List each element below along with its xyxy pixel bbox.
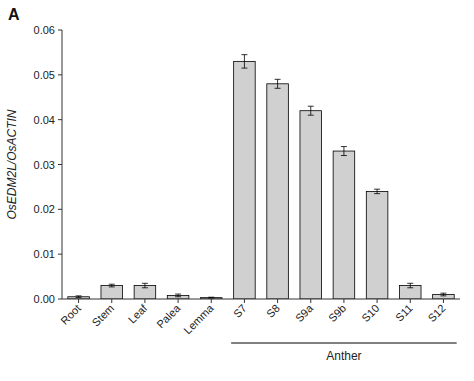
error-cap	[76, 295, 82, 296]
x-axis-line	[62, 299, 460, 300]
x-tick	[211, 299, 212, 303]
error-cap	[308, 106, 314, 107]
error-line	[310, 106, 311, 115]
y-tick	[58, 74, 62, 75]
x-tick	[443, 299, 444, 303]
error-line	[443, 293, 444, 296]
x-tick-label: S12	[426, 302, 448, 324]
error-cap	[76, 297, 82, 298]
error-cap	[109, 286, 115, 287]
bar	[101, 286, 123, 299]
y-tick-label: 0.06	[34, 24, 55, 36]
bar	[234, 61, 256, 299]
error-cap	[374, 193, 380, 194]
chart: 0.00 0.01 0.02 0.03 0.04 0.05 0.06 Root Stem Leaf…	[0, 0, 474, 381]
error-cap	[241, 68, 247, 69]
x-tick	[144, 299, 145, 303]
x-tick	[410, 299, 411, 303]
y-tick	[58, 254, 62, 255]
x-tick	[310, 299, 311, 303]
x-tick	[111, 299, 112, 303]
bars	[68, 55, 454, 299]
error-cap	[175, 296, 181, 297]
error-cap	[208, 298, 214, 299]
error-bar	[142, 283, 148, 287]
error-cap	[407, 287, 413, 288]
error-bar	[374, 189, 380, 193]
annotation: Anther	[326, 349, 361, 363]
error-cap	[175, 294, 181, 295]
x-tick-label: S8	[264, 302, 282, 320]
y-tick-label: 0.02	[34, 203, 55, 215]
y-tick	[58, 30, 62, 31]
error-cap	[109, 284, 115, 285]
error-cap	[341, 146, 347, 147]
y-tick-label: 0.01	[34, 248, 55, 260]
error-line	[277, 79, 278, 88]
error-bar	[440, 293, 446, 296]
error-bar	[76, 296, 82, 298]
y-tick-label: 0.03	[34, 159, 55, 171]
x-tick-label: Stem	[90, 302, 117, 329]
error-bar	[208, 297, 214, 299]
x-tick-label: S11	[393, 302, 415, 324]
error-line	[377, 189, 378, 193]
error-bar	[407, 283, 413, 287]
y-tick	[58, 299, 62, 300]
x-tick-label: S10	[359, 302, 381, 324]
error-line	[244, 55, 245, 68]
x-tick-label: S7	[231, 302, 249, 320]
x-tick-label: Leaf	[126, 301, 150, 325]
x-tick-label: Palea	[154, 301, 183, 330]
x-tick-label: Root	[58, 302, 83, 327]
x-tick	[244, 299, 245, 303]
y-tick-label: 0.05	[34, 69, 55, 81]
error-bar	[241, 55, 247, 68]
x-tick-label: S9a	[293, 301, 316, 324]
error-cap	[275, 88, 281, 89]
error-cap	[208, 297, 214, 298]
x-tick	[343, 299, 344, 303]
error-bar	[175, 294, 181, 297]
error-cap	[241, 54, 247, 55]
error-line	[343, 147, 344, 156]
error-line	[410, 283, 411, 287]
y-tick-label: 0.04	[34, 114, 55, 126]
error-cap	[275, 79, 281, 80]
error-bar	[308, 106, 314, 115]
x-tick	[178, 299, 179, 303]
y-tick	[58, 209, 62, 210]
y-tick-label: 0.00	[34, 293, 55, 305]
error-cap	[341, 155, 347, 156]
error-cap	[440, 295, 446, 296]
bar	[134, 286, 156, 299]
bar	[399, 286, 421, 299]
bar	[267, 84, 289, 299]
x-tick	[377, 299, 378, 303]
error-line	[111, 284, 112, 287]
bracket	[231, 343, 457, 344]
bar	[366, 191, 388, 299]
error-cap	[407, 283, 413, 284]
x-tick	[277, 299, 278, 303]
error-cap	[440, 293, 446, 294]
y-axis-label: OsEDM2L/OsACTIN	[5, 109, 19, 219]
error-cap	[308, 115, 314, 116]
panel-label: A	[8, 6, 20, 23]
x-tick-label: Lemma	[181, 301, 216, 336]
error-line	[144, 283, 145, 287]
x-tick-label: S9b	[326, 302, 348, 324]
bar	[333, 151, 355, 299]
error-bar	[109, 284, 115, 287]
error-bar	[341, 147, 347, 156]
error-cap	[142, 287, 148, 288]
x-tick	[78, 299, 79, 303]
bar	[300, 111, 322, 299]
error-cap	[374, 189, 380, 190]
error-line	[178, 294, 179, 297]
y-tick	[58, 164, 62, 165]
y-tick	[58, 119, 62, 120]
error-bar	[275, 79, 281, 88]
error-cap	[142, 283, 148, 284]
